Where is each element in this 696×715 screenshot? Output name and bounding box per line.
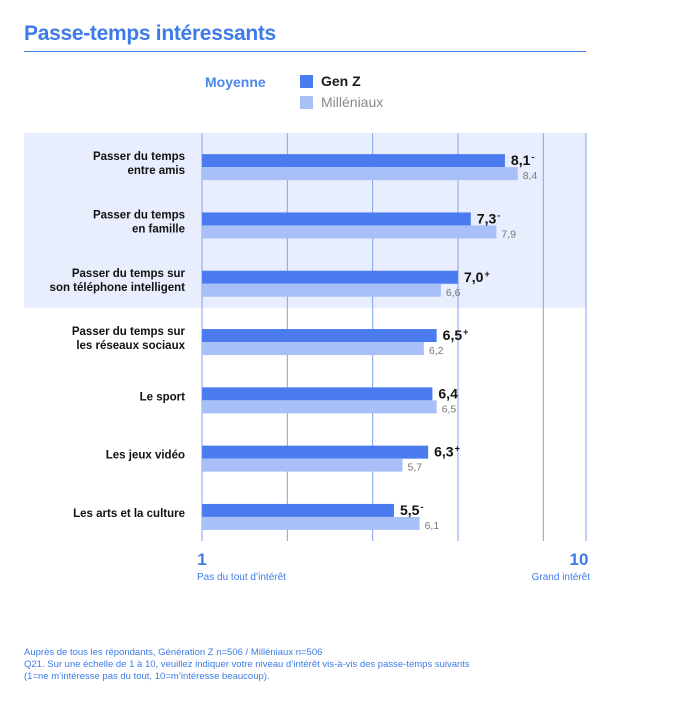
value-label-millenials: 6,6	[446, 287, 461, 299]
bar-millenials	[202, 400, 437, 414]
bar-chart: Passer du temps entre amis 8,1- 8,4 Passer d…	[24, 133, 591, 583]
footnote: Auprès de tous les répondants, Génératio…	[24, 647, 470, 683]
axis-min-caption: Pas du tout d’intérêt	[197, 572, 286, 583]
bar-gen-z	[202, 154, 505, 168]
category-label: Les arts et la culture	[73, 508, 185, 520]
value-label-gen-z: 7,0+	[464, 269, 490, 285]
bar-millenials	[202, 283, 441, 297]
category-label: Passer du temps en famille	[93, 209, 185, 235]
bar-gen-z	[202, 387, 433, 401]
bar-millenials	[202, 458, 403, 472]
axis-min-label: 1	[197, 550, 206, 569]
value-label-gen-z: 6,3+	[434, 444, 460, 460]
category-label: Passer du temps entre amis	[93, 151, 185, 177]
value-label-gen-z: 7,3-	[477, 210, 500, 226]
value-label-millenials: 6,5	[442, 403, 457, 415]
value-label-gen-z: 6,5+	[443, 327, 469, 343]
value-label-millenials: 6,1	[425, 520, 440, 532]
value-label-millenials: 5,7	[408, 462, 423, 474]
bar-gen-z	[202, 445, 429, 459]
bar-millenials	[202, 516, 420, 530]
value-label-gen-z: 5,5-	[400, 502, 423, 518]
value-label-millenials: 7,9	[501, 228, 516, 240]
legend-swatch-millenials	[300, 95, 313, 109]
legend-item-millenials: Milléniaux	[300, 93, 383, 111]
title-divider	[24, 51, 586, 52]
bar-millenials	[202, 225, 497, 239]
bar-gen-z	[202, 212, 471, 226]
legend-label-millenials: Milléniaux	[321, 94, 384, 110]
legend-swatch-gen-z	[300, 74, 313, 88]
category-label: Passer du temps sur son téléphone intelli…	[50, 268, 186, 294]
legend-item-gen-z: Gen Z	[300, 72, 361, 90]
value-label-millenials: 8,4	[523, 170, 538, 182]
bar-gen-z	[202, 329, 437, 343]
bar-gen-z	[202, 503, 394, 517]
value-label-gen-z: 8,1-	[511, 152, 534, 168]
axis-max-label: 10	[570, 550, 589, 569]
legend-label-gen-z: Gen Z	[321, 73, 361, 89]
bar-gen-z	[202, 270, 458, 284]
category-label: Le sport	[140, 391, 186, 403]
category-label: Les jeux vidéo	[106, 450, 185, 462]
footnote-line: Q21. Sur une échelle de 1 à 10, veuillez…	[24, 659, 470, 670]
bar-millenials	[202, 342, 424, 356]
footnote-line: Auprès de tous les répondants, Génératio…	[24, 647, 323, 658]
bar-millenials	[202, 167, 518, 181]
page-title: Passe-temps intéressants	[24, 22, 276, 45]
footnote-line: (1=ne m’intéresse pas du tout, 10=m’inté…	[24, 671, 270, 682]
axis-max-caption: Grand intérêt	[532, 572, 591, 583]
value-label-millenials: 6,2	[429, 345, 444, 357]
category-label: Passer du temps sur les réseaux sociaux	[72, 326, 186, 352]
value-label-gen-z: 6,4	[438, 385, 458, 401]
legend-heading: Moyenne	[205, 74, 266, 90]
